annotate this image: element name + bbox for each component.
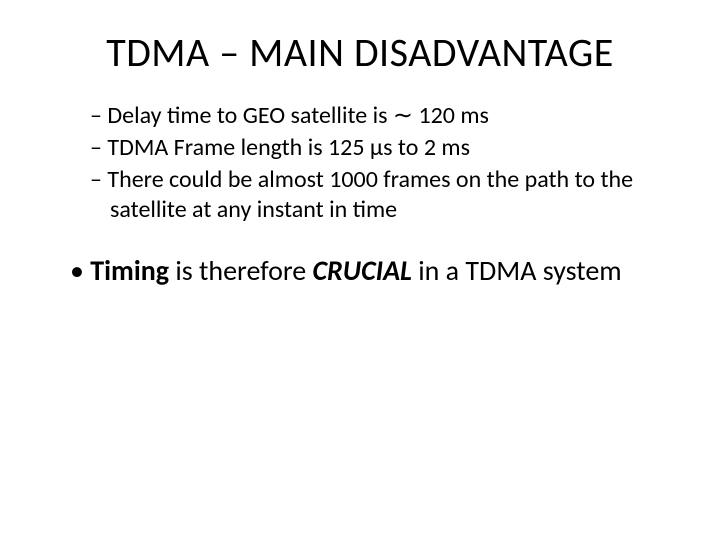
- bullet-icon: •: [70, 253, 84, 288]
- slide-title: TDMA – MAIN DISADVANTAGE: [50, 28, 670, 77]
- emphasis-crucial: CRUCIAL: [313, 253, 412, 288]
- emphasis-timing: Timing: [90, 253, 169, 288]
- main-bullet-item: • Timing is therefore CRUCIAL in a TDMA …: [70, 253, 660, 288]
- slide: TDMA – MAIN DISADVANTAGE – Delay time to…: [0, 0, 720, 540]
- sub-bullet-item: – Delay time to GEO satellite is ∼ 120 m…: [90, 101, 660, 131]
- sub-bullet-item: – TDMA Frame length is 125 μs to 2 ms: [90, 133, 660, 163]
- sub-bullet-list: – Delay time to GEO satellite is ∼ 120 m…: [50, 101, 670, 225]
- dash-icon: –: [90, 101, 102, 130]
- main-bullet-text: Timing is therefore CRUCIAL in a TDMA sy…: [90, 253, 621, 288]
- dash-icon: –: [90, 165, 102, 194]
- main-bullet-list: • Timing is therefore CRUCIAL in a TDMA …: [50, 253, 670, 288]
- dash-icon: –: [90, 133, 102, 162]
- sub-bullet-text: TDMA Frame length is 125 μs to 2 ms: [107, 133, 470, 162]
- sub-bullet-text: Delay time to GEO satellite is ∼ 120 ms: [107, 101, 489, 130]
- sub-bullet-item: – There could be almost 1000 frames on t…: [90, 165, 660, 225]
- text-segment: is therefore: [169, 253, 313, 288]
- text-segment: in a TDMA system: [412, 253, 622, 288]
- sub-bullet-text: There could be almost 1000 frames on the…: [107, 165, 633, 224]
